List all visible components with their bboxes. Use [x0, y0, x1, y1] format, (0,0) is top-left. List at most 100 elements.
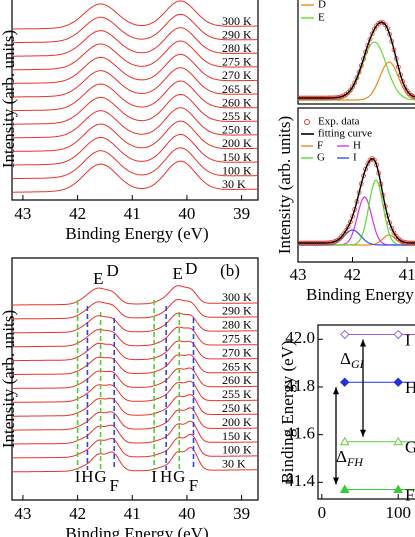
component-label: H — [160, 467, 172, 486]
data-point — [339, 484, 350, 493]
spectrum — [12, 160, 258, 193]
exp-point — [347, 219, 353, 225]
spectrum — [12, 340, 258, 362]
temperature-label: 290 K — [222, 27, 252, 41]
exp-point — [371, 26, 377, 32]
spectrum — [12, 367, 258, 389]
data-point — [340, 377, 350, 387]
temperature-label: 260 K — [222, 373, 252, 387]
peak-label: E — [172, 264, 182, 283]
temperature-label: 270 K — [222, 68, 252, 82]
y-tick-label: 41.8 — [285, 376, 315, 395]
gap-label: ΔGI — [340, 349, 365, 371]
temperature-label: 275 K — [222, 55, 252, 69]
peak-label: D — [185, 259, 197, 278]
spectrum — [12, 312, 258, 334]
spectrum — [12, 133, 258, 166]
temperature-label: 200 K — [222, 136, 252, 150]
exp-point — [382, 22, 388, 28]
spectra — [12, 0, 258, 193]
legend-label: D — [318, 0, 326, 11]
spectrum — [12, 53, 258, 84]
component-label: F — [189, 476, 198, 495]
x-tick-label: 42 — [69, 204, 86, 223]
y-axis-label: Intensity (arb. units) — [0, 30, 18, 168]
temperature-label: 200 K — [222, 415, 252, 429]
axes-frame — [297, 107, 415, 263]
x-tick-label: 43 — [14, 504, 31, 523]
component-label: H — [81, 467, 93, 486]
exp-point — [350, 84, 355, 90]
spectrum — [12, 107, 258, 139]
component-label: F — [109, 476, 118, 495]
data-point — [340, 329, 350, 340]
spectrum — [12, 0, 258, 30]
spectrum — [12, 80, 258, 112]
component-label: G — [94, 467, 106, 486]
temperature-label: 255 K — [222, 387, 252, 401]
arrow-head — [360, 429, 366, 437]
spectrum — [12, 27, 258, 57]
temperature-label: 280 K — [222, 318, 252, 332]
spectrum — [12, 299, 258, 320]
component-label: I — [151, 467, 157, 486]
spectrum — [12, 120, 258, 152]
spectra — [12, 285, 258, 473]
exp-point — [365, 161, 371, 167]
spectrum — [12, 380, 258, 403]
spectrum — [12, 326, 258, 348]
spectrum — [12, 433, 258, 459]
temperature-label: 30 K — [222, 457, 246, 471]
gap-symbol: Δ — [340, 349, 351, 368]
x-tick-label: 40 — [178, 504, 195, 523]
temperature-label: 150 K — [222, 150, 252, 164]
series-label: I — [405, 330, 411, 349]
exp-point — [367, 36, 373, 42]
x-tick-label: 41 — [124, 504, 141, 523]
x-tick-label: 40 — [178, 204, 195, 223]
temperature-label: 150 K — [222, 429, 252, 443]
axes-frame — [297, 0, 415, 105]
exp-point — [347, 87, 353, 93]
exp-point — [345, 224, 351, 230]
legend-label: I — [353, 152, 357, 164]
spectrum — [12, 13, 258, 44]
y-axis-label: Intensity (arb. units) — [275, 116, 294, 254]
series-label: G — [405, 438, 415, 457]
fit-curves — [298, 19, 415, 246]
x-tick-label: 39 — [233, 204, 250, 223]
temperature-label: 30 K — [222, 177, 246, 191]
exp-point — [385, 26, 390, 31]
legend-label: fitting curve — [318, 128, 372, 140]
temperature-label: 290 K — [222, 304, 252, 318]
x-axis-label: Binding Energy (eV) — [306, 285, 415, 304]
legend-label: G — [317, 152, 325, 164]
x-tick-label: 41 — [124, 204, 141, 223]
legend-label: E — [318, 12, 325, 24]
spectrum — [12, 147, 258, 180]
spectrum — [12, 354, 258, 375]
y-tick-label: 42.0 — [285, 328, 315, 347]
x-tick-label: 100 — [385, 503, 411, 522]
exp-point — [391, 230, 397, 236]
arrow-head — [360, 339, 366, 347]
x-tick-label: 41 — [399, 265, 415, 284]
axes-frame — [317, 324, 415, 500]
spectrum — [12, 394, 258, 417]
exp-point — [343, 228, 349, 233]
exp-point — [371, 157, 377, 163]
gap-label: ΔFH — [336, 447, 364, 469]
x-axis-label: Binding Energy (eV) — [65, 224, 208, 243]
component-label: I — [75, 467, 81, 486]
x-axis-label: Binding Energy (eV) — [65, 524, 208, 537]
exp-point — [389, 226, 395, 231]
fitting-curve — [298, 21, 415, 99]
spectrum — [12, 93, 258, 125]
temperature-label: 275 K — [222, 331, 252, 345]
x-tick-label: 43 — [14, 204, 31, 223]
data-point — [393, 436, 404, 446]
arrow-head — [333, 387, 339, 395]
temperature-label: 100 K — [222, 163, 252, 177]
temperature-label: 300 K — [222, 290, 252, 304]
legend-swatch — [304, 119, 310, 125]
